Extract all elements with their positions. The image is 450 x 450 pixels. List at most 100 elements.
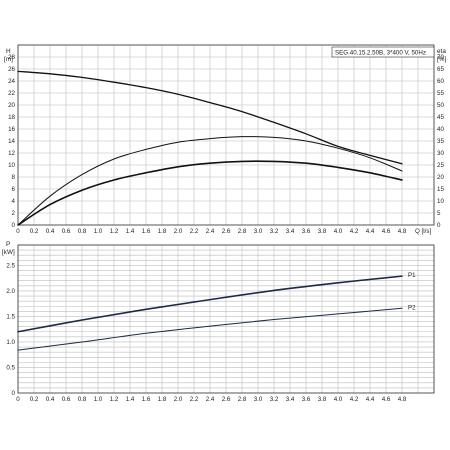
eff-y-tick-label: 5 (437, 210, 441, 217)
left-axis-unit-bracket: [m] (4, 56, 13, 63)
power-x-tick-label: 0 (16, 396, 20, 403)
head-y-tick-label: 10 (8, 162, 15, 169)
head-x-tick-label: 0.6 (62, 228, 71, 235)
power-y-tick-label: 0.5 (6, 364, 15, 371)
power-x-tick-label: 4.2 (350, 396, 359, 403)
eff-y-tick-label: 70 (437, 54, 444, 61)
power-x-tick-label: 0.4 (46, 396, 55, 403)
eff-y-tick-label: 25 (437, 162, 444, 169)
power-x-tick-label: 1.0 (94, 396, 103, 403)
head-x-tick-label: 4.6 (382, 228, 391, 235)
head-chart-ticks: 0 0.2 0.4 0.6 0.8 1.0 1.2 1.4 1.6 1.8 2.0 2.2 2.4 2.6… (8, 54, 444, 235)
head-x-tick-label: 0.8 (78, 228, 87, 235)
head-y-tick-label: 24 (8, 78, 15, 85)
power-chart-ticks: 0 0.2 0.4 0.6 0.8 1.0 1.2 1.4 1.6 1.8 2.0 2.2 2.4 2.6… (6, 262, 406, 403)
head-x-tick-label: 4.2 (350, 228, 359, 235)
eff-y-tick-label: 35 (437, 138, 444, 145)
eff-y-tick-label: 20 (437, 174, 444, 181)
head-chart-series-1 (17, 70, 403, 165)
head-chart-series-2 (17, 136, 403, 226)
head-x-tick-label: 1.4 (126, 228, 135, 235)
power-x-tick-label: 1.8 (158, 396, 167, 403)
power-series-label: P2 (408, 304, 416, 311)
power-x-tick-label: 2.4 (206, 396, 215, 403)
eff-y-tick-label: 40 (437, 126, 444, 133)
power-y-tick-label: 2.5 (6, 262, 15, 269)
head-y-tick-label: 12 (8, 150, 15, 157)
head-efficiency-chart: 0 0.2 0.4 0.6 0.8 1.0 1.2 1.4 1.6 1.8 2.0 2.2 2.4 2.6… (4, 44, 446, 235)
head-x-tick-label: 0.2 (30, 228, 39, 235)
eff-y-tick-label: 15 (437, 186, 444, 193)
head-y-tick-label: 2 (12, 210, 16, 217)
power-y-tick-label: 2.0 (6, 288, 15, 295)
head-x-tick-label: 4.4 (366, 228, 375, 235)
power-x-tick-label: 1.6 (142, 396, 151, 403)
power-x-tick-label: 2.8 (238, 396, 247, 403)
eff-y-tick-label: 55 (437, 90, 444, 97)
power-series-P2 (17, 307, 403, 351)
power-chart: P1 P2 0 0.2 0.4 0.6 0.8 1.0 1.2 1.4 1.6 1.8 2.0 2.2 2… (2, 241, 435, 403)
head-y-tick-label: 22 (8, 90, 15, 97)
power-y-tick-label: 1.5 (6, 313, 15, 320)
head-y-tick-label: 4 (12, 198, 16, 205)
power-x-tick-label: 4.0 (334, 396, 343, 403)
head-x-tick-label: 1.6 (142, 228, 151, 235)
head-x-tick-label: 3.0 (254, 228, 263, 235)
eff-y-tick-label: 30 (437, 150, 444, 157)
eff-y-tick-label: 50 (437, 102, 444, 109)
head-x-tick-label: 2.2 (190, 228, 199, 235)
head-x-tick-label: 2.8 (238, 228, 247, 235)
head-y-tick-label: 16 (8, 126, 15, 133)
power-x-tick-label: 1.4 (126, 396, 135, 403)
head-x-tick-label: 2.6 (222, 228, 231, 235)
power-x-tick-label: 2.0 (174, 396, 183, 403)
head-x-tick-label: 3.8 (318, 228, 327, 235)
head-x-tick-label: 4.0 (334, 228, 343, 235)
power-series-P1 (17, 275, 403, 333)
power-x-tick-label: 3.6 (302, 396, 311, 403)
head-y-tick-label: 14 (8, 138, 15, 145)
power-axis-unit-bracket: [kW] (2, 249, 15, 256)
head-y-tick-label: 20 (8, 102, 15, 109)
power-y-tick-label: 1.0 (6, 339, 15, 346)
head-y-tick-label: 8 (12, 174, 16, 181)
power-x-tick-label: 2.6 (222, 396, 231, 403)
head-x-tick-label: 1.0 (94, 228, 103, 235)
power-chart-series: P1 P2 (17, 272, 416, 351)
power-x-tick-label: 4.4 (366, 396, 375, 403)
left-axis-unit: H (6, 48, 11, 55)
power-chart-frame (17, 244, 435, 394)
chart-title-box (331, 46, 435, 58)
head-x-tick-label: 2.4 (206, 228, 215, 235)
power-x-tick-label: 0.2 (30, 396, 39, 403)
power-x-tick-label: 4.6 (382, 396, 391, 403)
head-y-tick-label: 0 (12, 222, 16, 229)
power-x-tick-label: 3.8 (318, 396, 327, 403)
eff-y-tick-label: 10 (437, 198, 444, 205)
power-x-tick-label: 0.8 (78, 396, 87, 403)
head-y-tick-label: 26 (8, 66, 15, 73)
head-x-tick-label: 3.6 (302, 228, 311, 235)
eff-y-tick-label: 0 (437, 222, 441, 229)
chart-title: SEG.40.15.2.50B, 3*400 V, 50Hz (335, 50, 426, 57)
power-y-tick-label: 0 (12, 390, 16, 397)
power-x-tick-label: 4.8 (398, 396, 407, 403)
head-x-tick-label: 2.0 (174, 228, 183, 235)
right-axis-unit: eta (437, 48, 446, 55)
head-y-tick-label: 18 (8, 114, 15, 121)
head-x-tick-label: 3.2 (270, 228, 279, 235)
head-x-tick-label: Q [l/s] (415, 228, 431, 235)
head-x-tick-label: 1.8 (158, 228, 167, 235)
head-x-tick-label: 1.2 (110, 228, 119, 235)
eff-y-tick-label: 45 (437, 114, 444, 121)
head-x-tick-label: 3.4 (286, 228, 295, 235)
eff-y-tick-label: 65 (437, 66, 444, 73)
head-y-tick-label: 28 (8, 54, 15, 61)
power-x-tick-label: 3.2 (270, 396, 279, 403)
head-x-tick-label: 4.8 (398, 228, 407, 235)
eff-y-tick-label: 60 (437, 78, 444, 85)
right-axis-unit-bracket: [%] (437, 56, 446, 63)
head-chart-frame (17, 44, 435, 226)
power-chart-grid (17, 244, 435, 394)
